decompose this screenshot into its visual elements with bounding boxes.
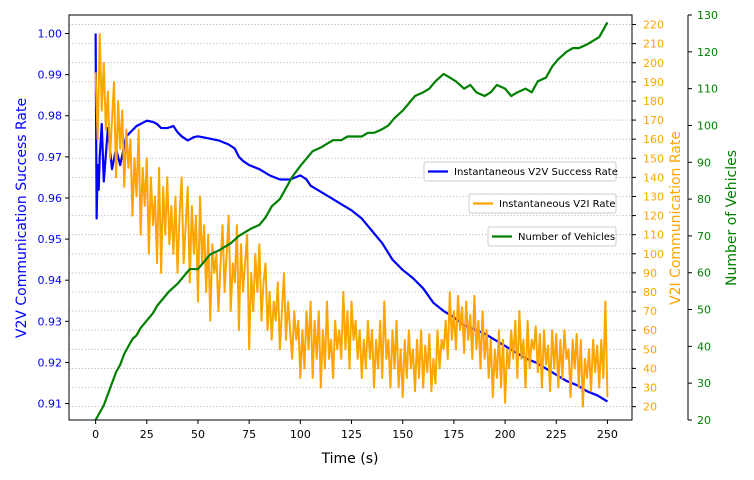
y-right2-tick-label: 70 <box>697 230 711 243</box>
legend-layer: Instantaneous V2V Success Rate Instantane… <box>423 161 618 247</box>
y-left-tick-label: 1.00 <box>38 28 63 41</box>
legend-label: Number of Vehicles <box>518 232 615 243</box>
legend-box <box>468 193 617 214</box>
y-right2-tick-label: 130 <box>697 9 718 22</box>
y-right1-tick-label: 110 <box>643 229 664 242</box>
x-tick-label: 75 <box>242 428 256 441</box>
y-right1-tick-label: 140 <box>643 171 664 184</box>
y-right2-tick-label: 80 <box>697 193 711 206</box>
y-right2-tick-label: 30 <box>697 377 711 390</box>
y-axis-right1-label: V2I Communication Rate <box>668 131 684 305</box>
x-tick-label: 225 <box>546 428 567 441</box>
y-right1-tick-label: 100 <box>643 248 664 261</box>
y-right1-tick-label: 20 <box>643 401 657 414</box>
y-right2-tick-label: 40 <box>697 340 711 353</box>
y-right1-tick-label: 170 <box>643 114 664 127</box>
series-line-number-of-vehicles <box>94 21 609 421</box>
x-tick-label: 150 <box>392 428 413 441</box>
y-right2-tick-label: 20 <box>697 414 711 427</box>
y-right1-tick-label: 150 <box>643 152 664 165</box>
y-left-tick-label: 0.94 <box>38 274 63 287</box>
x-axis-label: Time (s) <box>321 451 379 467</box>
y-right1-tick-label: 220 <box>643 19 664 32</box>
x-tick-label: 50 <box>191 428 205 441</box>
y-right1-tick-label: 190 <box>643 76 664 89</box>
legend-box <box>423 161 617 182</box>
y-left-tick-label: 0.92 <box>38 356 63 369</box>
x-tick-label: 250 <box>597 428 618 441</box>
series-layer <box>94 21 609 421</box>
series-line-instantaneous-v2i-rate <box>94 33 609 408</box>
plot-frame <box>68 14 633 421</box>
y-right1-tick-label: 130 <box>643 190 664 203</box>
legend-box <box>487 226 617 247</box>
y-right1-tick-label: 60 <box>643 324 657 337</box>
y-left-tick-label: 0.95 <box>38 233 63 246</box>
y-right1-tick-label: 80 <box>643 286 657 299</box>
y-right1-tick-label: 180 <box>643 95 664 108</box>
y-right2-tick-label: 90 <box>697 156 711 169</box>
y-right2-tick-label: 60 <box>697 267 711 280</box>
axes-layer: 0 25 50 75 100 125 150 175 200 225 250 0.91 0.92 0.93… <box>38 9 719 441</box>
y-left-tick-label: 0.98 <box>38 110 63 123</box>
y-right1-tick-label: 200 <box>643 57 664 70</box>
y-right1-tick-label: 40 <box>643 362 657 375</box>
y-axis-left-label: V2V Communication Success Rate <box>14 98 30 338</box>
y-right2-tick-label: 50 <box>697 304 711 317</box>
series-line-instantaneous-v2v-success-rate <box>94 33 608 403</box>
y-left-tick-label: 0.99 <box>38 69 63 82</box>
x-tick-label: 0 <box>92 428 99 441</box>
legend-label: Instantaneous V2V Success Rate <box>454 167 618 178</box>
x-tick-label: 25 <box>140 428 154 441</box>
y-left-tick-label: 0.96 <box>38 192 63 205</box>
y-right1-tick-label: 70 <box>643 305 657 318</box>
y-right2-tick-label: 120 <box>697 46 718 59</box>
y-axis-right2-label: Number of Vehicles <box>724 150 740 286</box>
y-right1-tick-label: 30 <box>643 382 657 395</box>
legend-label: Instantaneous V2I Rate <box>499 199 616 210</box>
x-tick-label: 200 <box>495 428 516 441</box>
x-tick-label: 175 <box>443 428 464 441</box>
y-left-tick-label: 0.93 <box>38 315 63 328</box>
y-right1-tick-label: 160 <box>643 133 664 146</box>
y-left-tick-label: 0.91 <box>38 398 63 411</box>
y-right1-tick-label: 120 <box>643 210 664 223</box>
y-right2-tick-label: 110 <box>697 83 718 96</box>
y-left-tick-label: 0.97 <box>38 151 63 164</box>
y-right1-tick-label: 50 <box>643 343 657 356</box>
y-right1-tick-label: 90 <box>643 267 657 280</box>
x-tick-label: 125 <box>341 428 362 441</box>
y-right2-tick-label: 100 <box>697 119 718 132</box>
y-right1-tick-label: 210 <box>643 38 664 51</box>
x-tick-label: 100 <box>290 428 311 441</box>
